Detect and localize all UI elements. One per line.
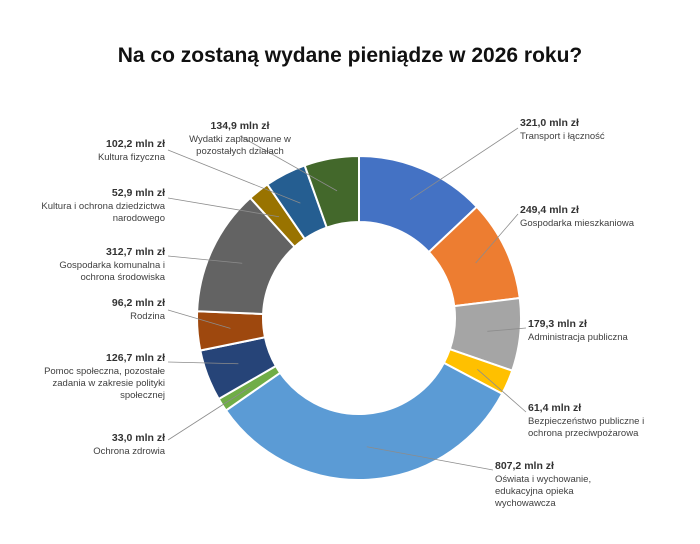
slice-label-1: 321,0 mln zł Transport i łączność	[520, 117, 655, 143]
slice-value: 61,4 mln zł	[528, 402, 582, 414]
slice-label-11: 102,2 mln zł Kultura fizyczna	[40, 138, 165, 164]
slice-5	[224, 361, 504, 481]
leader-line-1	[409, 127, 519, 200]
slice-label-9: 312,7 mln zł Gospodarka komunalna i ochro…	[40, 246, 165, 284]
leader-line-10	[167, 197, 280, 218]
slice-label-6: 33,0 mln zł Ochrona zdrowia	[55, 432, 165, 458]
slice-category: Administracja publiczna	[528, 332, 628, 343]
slice-category: Wydatki zaplanowane w pozostałych działa…	[189, 134, 291, 157]
slice-value: 102,2 mln zł	[106, 138, 165, 150]
slice-label-8: 96,2 mln zł Rodzina	[40, 297, 165, 323]
slice-value: 807,2 mln zł	[495, 460, 554, 472]
slice-category: Transport i łączność	[520, 131, 605, 142]
slice-value: 321,0 mln zł	[520, 117, 579, 129]
slice-label-3: 179,3 mln zł Administracja publiczna	[528, 318, 663, 344]
chart-title: Na co zostaną wydane pieniądze w 2026 ro…	[117, 44, 583, 67]
slice-label-4: 61,4 mln zł Bezpieczeństwo publiczne i oc…	[528, 402, 663, 440]
slice-value: 96,2 mln zł	[111, 297, 165, 309]
slice-12	[303, 154, 360, 229]
slice-label-12: 134,9 mln zł Wydatki zaplanowane w pozost…	[170, 120, 310, 158]
leader-line-11	[167, 149, 301, 204]
slice-category: Pomoc społeczna, pozostałe zadania w zak…	[44, 366, 165, 401]
slice-value: 249,4 mln zł	[520, 204, 579, 216]
slice-category: Gospodarka komunalna i ochrona środowisk…	[59, 260, 165, 283]
slice-value: 126,7 mln zł	[106, 352, 165, 364]
leader-line-12	[239, 135, 338, 192]
leader-line-4	[477, 368, 527, 413]
slice-category: Kultura fizyczna	[97, 152, 165, 163]
slice-category: Bezpieczeństwo publiczne i ochrona przec…	[528, 416, 645, 439]
slice-category: Ochrona zdrowia	[93, 446, 165, 457]
slice-category: Oświata i wychowanie, edukacyjna opieka …	[495, 474, 592, 509]
slice-value: 134,9 mln zł	[210, 120, 270, 132]
leader-line-2	[475, 213, 519, 264]
slice-label-10: 52,9 mln zł Kultura i ochrona dziedzictwa…	[30, 187, 165, 225]
leader-line-8	[167, 309, 231, 329]
leader-line-5	[366, 446, 494, 471]
slice-label-5: 807,2 mln zł Oświata i wychowanie, edukac…	[495, 460, 630, 510]
slice-category: Kultura i ochrona dziedzictwa narodowego	[41, 201, 165, 224]
leader-line-6	[167, 386, 251, 441]
leader-line-3	[487, 327, 527, 332]
slice-value: 179,3 mln zł	[528, 318, 587, 330]
slice-category: Gospodarka mieszkaniowa	[520, 218, 635, 229]
leader-line-7	[167, 361, 239, 365]
slice-label-7: 126,7 mln zł Pomoc społeczna, pozostałe z…	[40, 352, 165, 402]
slice-value: 52,9 mln zł	[111, 187, 165, 199]
slice-label-2: 249,4 mln zł Gospodarka mieszkaniowa	[520, 204, 655, 230]
slice-category: Rodzina	[130, 311, 165, 322]
slice-value: 312,7 mln zł	[106, 246, 165, 258]
slice-value: 33,0 mln zł	[111, 432, 165, 444]
leader-line-9	[167, 255, 243, 264]
